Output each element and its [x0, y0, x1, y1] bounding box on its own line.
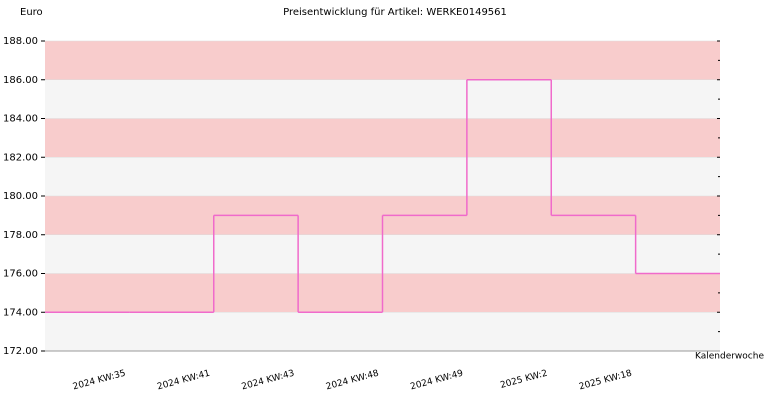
x-tick-label: 2024 KW:43 [241, 369, 296, 393]
x-tick-label: 2024 KW:41 [156, 369, 211, 393]
background-band [45, 312, 720, 351]
x-tick-label: 2025 KW:18 [578, 369, 633, 393]
y-tick-label: 184.00 [3, 114, 38, 125]
y-tick-label: 186.00 [3, 75, 38, 86]
x-tick-label: 2025 KW:2 [499, 369, 548, 391]
y-axis-label: Euro [20, 7, 43, 18]
background-band [45, 41, 720, 80]
x-tick-label: 2024 KW:48 [325, 369, 380, 393]
background-band [45, 79, 720, 119]
y-tick-label: 180.00 [3, 191, 38, 202]
background-band [45, 157, 720, 196]
x-tick-label: 2024 KW:49 [409, 369, 464, 393]
y-tick-label: 188.00 [3, 36, 38, 47]
y-tick-label: 178.00 [3, 230, 38, 241]
y-tick-label: 176.00 [3, 269, 38, 280]
x-tick-label: 2024 KW:35 [72, 369, 127, 393]
y-tick-label: 172.00 [3, 346, 38, 357]
background-band [45, 118, 720, 158]
x-axis-label: Kalenderwoche [695, 352, 764, 362]
chart-title: Preisentwicklung für Artikel: WERKE01495… [283, 7, 507, 18]
y-tick-label: 182.00 [3, 152, 38, 163]
y-tick-label: 174.00 [3, 307, 38, 318]
